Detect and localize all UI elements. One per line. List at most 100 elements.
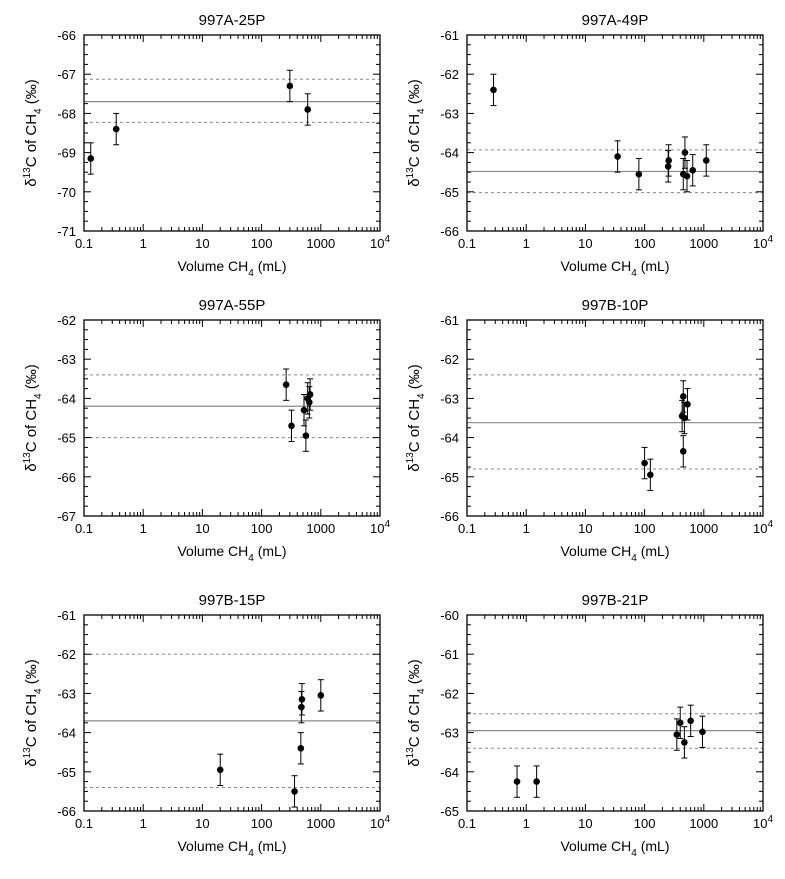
data-point (282, 381, 290, 388)
x-tick-label: 10 (578, 236, 592, 251)
plot-frame (83, 34, 381, 232)
x-tick-label: 0.1 (458, 521, 476, 536)
data-point (87, 155, 95, 162)
y-tick-label: -63 (440, 106, 459, 121)
y-tick-label: -66 (57, 28, 76, 43)
y-tick-label: -65 (440, 804, 459, 819)
x-axis-label: Volume CH4 (mL) (177, 258, 286, 279)
data-point (298, 695, 306, 703)
chart-panel: 997A-49P 0.1 1 10 100 1000 104 -66 -65 -64 -63 -62 -… (405, 12, 773, 279)
y-tick-label: -64 (57, 391, 76, 406)
chart-panel: 997B-21P 0.1 1 10 100 1000 104 -65 -64 -63 -62 -61 -… (405, 592, 773, 859)
data-point (306, 391, 314, 398)
data-point (298, 703, 305, 711)
data-point (665, 157, 672, 164)
y-tick-label: -61 (440, 647, 459, 662)
y-tick-label: -66 (440, 509, 459, 524)
data-point (699, 728, 706, 736)
x-tick-label: 0.1 (75, 816, 93, 831)
y-tick-label: -66 (440, 224, 459, 239)
x-axis-label: Volume CH4 (mL) (560, 838, 669, 859)
x-tick-label: 100 (251, 816, 273, 831)
data-point (513, 778, 521, 785)
y-axis-label: δ13C of CH4 (‰) (22, 659, 44, 767)
data-point (288, 422, 295, 430)
x-tick-label: 104 (370, 234, 390, 251)
x-tick-label: 104 (753, 234, 773, 251)
chart-panel: 997A-55P 0.1 1 10 100 1000 104 -67 -66 -65 -64 -63 -… (22, 297, 390, 564)
x-tick-label: 104 (753, 519, 773, 536)
plot-frame (466, 34, 764, 232)
data-point (641, 459, 648, 467)
x-tick-label: 0.1 (75, 236, 93, 251)
y-tick-label: -61 (57, 608, 76, 623)
y-tick-label: -65 (440, 185, 459, 200)
y-axis-label: δ13C of CH4 (‰) (22, 364, 44, 472)
x-tick-label: 1 (523, 521, 530, 536)
y-tick-label: -66 (57, 804, 76, 819)
y-axis-label: δ13C of CH4 (‰) (22, 79, 44, 187)
data-point (664, 163, 672, 170)
y-tick-label: -63 (57, 686, 76, 701)
x-tick-label: 1 (140, 236, 147, 251)
x-axis-label: Volume CH4 (mL) (560, 258, 669, 279)
chart-title: 997B-15P (199, 592, 266, 609)
x-tick-label: 1 (523, 236, 530, 251)
data-point (300, 406, 308, 414)
y-tick-label: -63 (57, 352, 76, 367)
y-tick-label: -62 (57, 313, 76, 328)
x-tick-label: 1000 (689, 521, 718, 536)
data-point (647, 471, 654, 479)
x-tick-label: 100 (251, 521, 273, 536)
x-tick-label: 10 (578, 521, 592, 536)
x-tick-label: 104 (370, 814, 390, 831)
data-point (681, 149, 689, 156)
data-point (533, 778, 540, 785)
x-tick-label: 10 (195, 236, 209, 251)
data-point (317, 692, 325, 699)
y-tick-label: -67 (57, 509, 76, 524)
x-tick-label: 104 (753, 814, 773, 831)
data-point (291, 788, 298, 795)
data-point (306, 399, 313, 406)
plot-frame (83, 614, 381, 812)
data-point (112, 125, 120, 133)
data-point (304, 106, 311, 113)
data-point (297, 744, 305, 752)
y-tick-label: -61 (440, 28, 459, 43)
y-tick-label: -64 (440, 765, 459, 780)
x-tick-label: 104 (370, 519, 390, 536)
y-tick-label: -62 (57, 647, 76, 662)
y-tick-label: -67 (57, 67, 76, 82)
x-tick-label: 1 (523, 816, 530, 831)
y-tick-label: -62 (440, 352, 459, 367)
data-point (490, 86, 497, 94)
chart-title: 997B-10P (582, 297, 649, 314)
y-tick-label: -69 (57, 146, 76, 161)
chart-title: 997A-25P (199, 12, 266, 29)
data-point (681, 739, 688, 746)
x-tick-label: 1 (140, 521, 147, 536)
data-point (689, 166, 697, 174)
data-point (216, 766, 224, 774)
data-point (302, 432, 310, 439)
data-point (683, 172, 691, 180)
data-point (679, 393, 687, 400)
x-tick-label: 0.1 (75, 521, 93, 536)
y-tick-label: -63 (440, 726, 459, 741)
y-tick-label: -68 (57, 106, 76, 121)
x-tick-label: 1 (140, 816, 147, 831)
x-tick-label: 10 (195, 816, 209, 831)
plot-frame (83, 319, 381, 517)
chart-panel: 997A-25P 0.1 1 10 100 1000 104 -71 -70 -69 -68 -67 -… (22, 12, 390, 279)
data-point (702, 157, 710, 164)
y-tick-label: -62 (440, 686, 459, 701)
data-point (635, 170, 643, 178)
y-tick-label: -66 (57, 470, 76, 485)
y-axis-label: δ13C of CH4 (‰) (405, 79, 427, 187)
x-tick-label: 0.1 (458, 236, 476, 251)
data-point (673, 731, 681, 738)
plot-frame (466, 614, 764, 812)
y-tick-label: -61 (440, 313, 459, 328)
